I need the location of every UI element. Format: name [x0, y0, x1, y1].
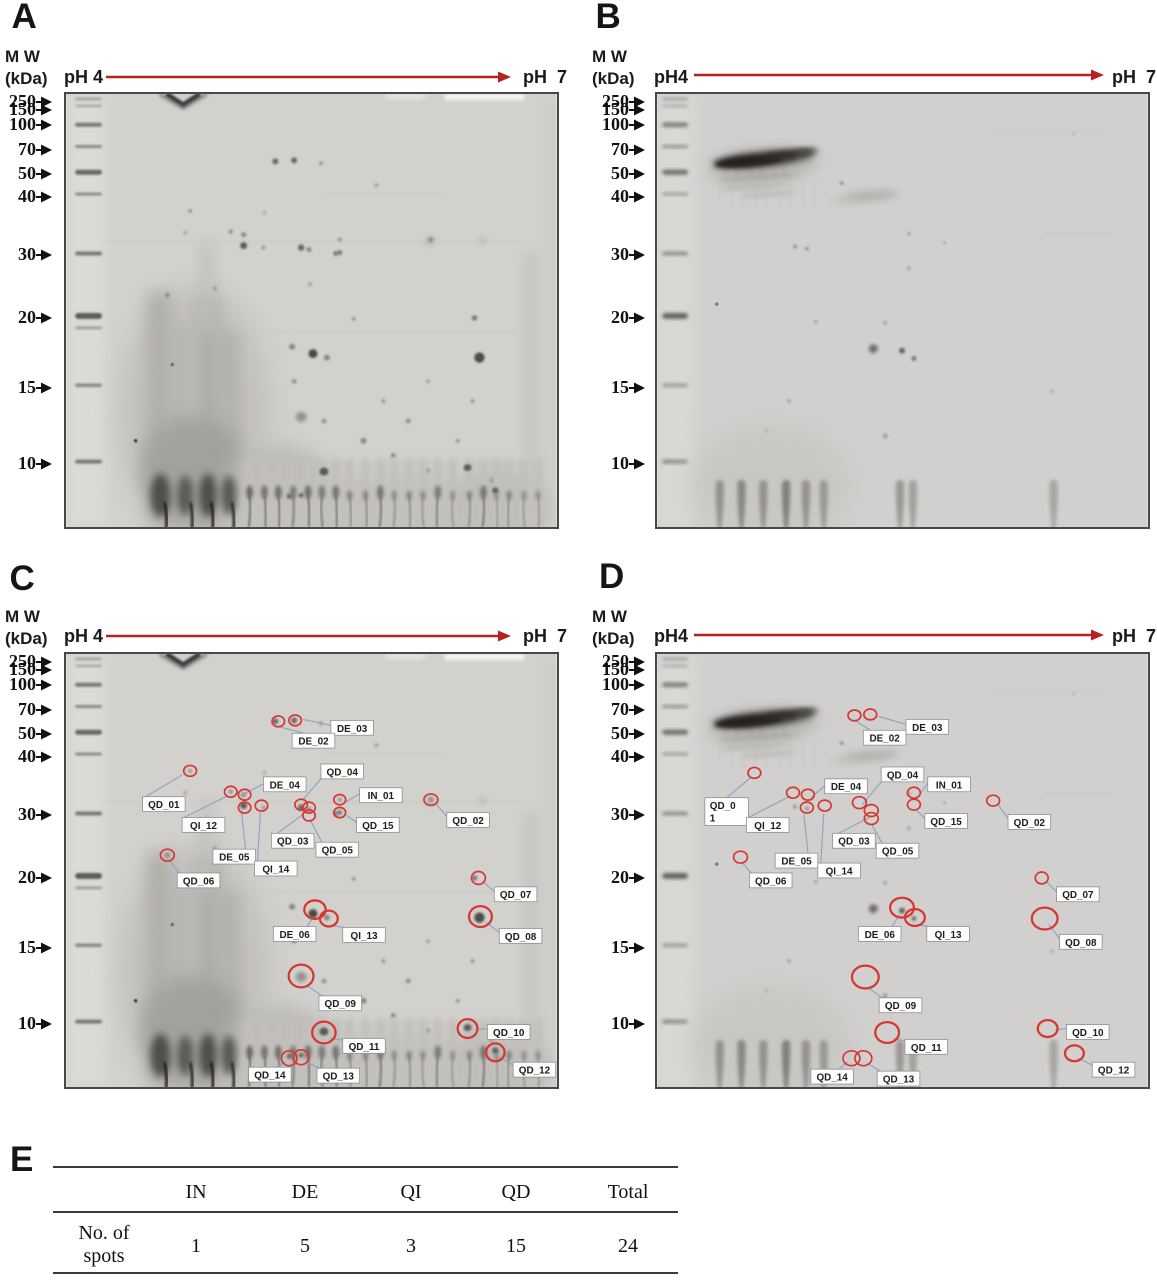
svg-text:DE_04: DE_04 — [270, 780, 301, 791]
svg-text:DE_02: DE_02 — [298, 737, 329, 748]
svg-text:QD_13: QD_13 — [883, 1075, 915, 1086]
svg-text:QD_08: QD_08 — [1065, 938, 1097, 949]
svg-text:QD_14: QD_14 — [254, 1071, 286, 1082]
svg-text:QD_07: QD_07 — [500, 890, 532, 901]
svg-text:IN_01: IN_01 — [368, 791, 395, 802]
svg-text:QD_12: QD_12 — [519, 1066, 551, 1077]
svg-text:QD_03: QD_03 — [277, 837, 309, 848]
svg-text:QD_02: QD_02 — [452, 816, 484, 827]
svg-text:DE_03: DE_03 — [337, 724, 368, 735]
svg-text:QI_14: QI_14 — [262, 864, 289, 875]
svg-text:QD_13: QD_13 — [323, 1072, 355, 1083]
svg-text:DE_05: DE_05 — [219, 853, 250, 864]
svg-text:QD_06: QD_06 — [755, 876, 787, 887]
svg-text:QD_14: QD_14 — [816, 1073, 848, 1084]
svg-text:1: 1 — [710, 813, 716, 824]
svg-text:QD_11: QD_11 — [349, 1042, 380, 1053]
svg-text:QD_04: QD_04 — [327, 767, 359, 778]
svg-text:QD_01: QD_01 — [148, 800, 180, 811]
svg-text:QD_04: QD_04 — [887, 770, 919, 781]
svg-text:QD_05: QD_05 — [882, 847, 914, 858]
svg-text:QD_07: QD_07 — [1062, 890, 1094, 901]
svg-text:QD_15: QD_15 — [930, 817, 962, 828]
svg-text:QD_10: QD_10 — [1072, 1028, 1104, 1039]
svg-text:DE_06: DE_06 — [865, 930, 896, 941]
svg-text:QI_12: QI_12 — [754, 821, 781, 832]
svg-text:DE_06: DE_06 — [280, 930, 311, 941]
svg-text:QI_13: QI_13 — [351, 931, 378, 942]
svg-text:QD_15: QD_15 — [362, 821, 394, 832]
svg-text:QD_10: QD_10 — [493, 1028, 525, 1039]
svg-text:QD_09: QD_09 — [325, 999, 357, 1010]
svg-text:IN_01: IN_01 — [936, 780, 963, 791]
svg-text:DE_04: DE_04 — [831, 782, 862, 793]
svg-text:QD_05: QD_05 — [322, 846, 354, 857]
svg-text:QD_09: QD_09 — [885, 1001, 917, 1012]
svg-text:QD_02: QD_02 — [1014, 818, 1046, 829]
svg-text:DE_03: DE_03 — [912, 723, 943, 734]
svg-text:QD_11: QD_11 — [911, 1043, 942, 1054]
svg-text:DE_05: DE_05 — [781, 857, 812, 868]
svg-text:QI_13: QI_13 — [935, 930, 962, 941]
svg-text:QD_0: QD_0 — [710, 801, 736, 812]
svg-text:DE_02: DE_02 — [870, 734, 901, 745]
svg-text:QD_06: QD_06 — [183, 876, 215, 887]
svg-text:QI_14: QI_14 — [826, 866, 853, 877]
svg-text:QD_12: QD_12 — [1098, 1066, 1130, 1077]
svg-text:QI_12: QI_12 — [190, 821, 217, 832]
svg-text:QD_03: QD_03 — [838, 837, 870, 848]
svg-text:QD_08: QD_08 — [505, 932, 537, 943]
